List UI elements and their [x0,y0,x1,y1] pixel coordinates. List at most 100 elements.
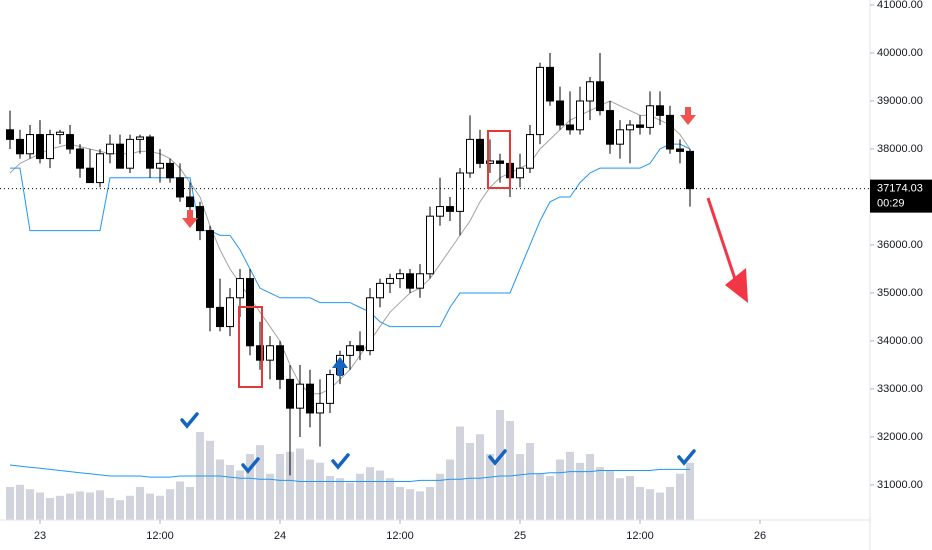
volume-bar [536,473,544,520]
candle-body [126,138,134,169]
volume-bar [176,481,184,520]
y-tick-label: 33000.00 [877,383,923,395]
volume-bar [436,473,444,520]
volume-bar [576,462,584,520]
volume-bar [306,459,314,520]
volume-bar [456,426,464,520]
candle-body [296,383,304,409]
volume-bar [516,454,524,520]
candle-body [446,206,454,212]
x-tick-label: 23 [34,530,46,542]
down-arrow [182,210,198,228]
volume-bar [146,493,154,520]
x-tick-label: 12:00 [626,530,654,542]
candle-body [216,306,224,328]
volume-bar [656,492,664,520]
candle-body [6,129,14,140]
volume-bar [416,491,424,520]
volume-bar [126,495,134,520]
candle-body [56,131,64,136]
trend-arrow-head [725,268,748,303]
candle-body [226,297,234,328]
price-pane [0,52,870,476]
volume-bar [226,465,234,520]
x-tick-label: 12:00 [146,530,174,542]
checkmarks [180,412,696,474]
candle-body [306,383,314,414]
volume-bar [16,484,24,520]
candle-body [406,273,414,289]
volume-bar [566,451,574,520]
candle-body [76,148,84,169]
volume-bar [506,421,514,520]
checkmark [331,453,350,470]
candle-body [686,150,694,190]
volume-bar [346,482,354,520]
volume-bar [636,487,644,520]
volume-bar [96,490,104,520]
axes: 31000.00 32000.00 33000.00 34000.00 35000.00… [34,0,932,542]
candle-body [356,345,364,352]
candle-body [276,345,284,380]
up-arrow [332,357,348,376]
volume-bar [116,500,124,520]
candle-body [206,230,214,308]
volume-bar [446,459,454,520]
candle-body [416,273,424,289]
volume-bar [136,487,144,520]
candle-body [66,134,74,150]
y-tick-label: 40000.00 [877,47,923,59]
volume-bar [246,454,254,520]
last-price-label: 37174.03 [877,183,923,195]
candle-body [176,177,184,198]
volume-bar [56,495,64,520]
volume-bar [256,445,264,520]
volume-bar [376,470,384,520]
volume-bar [556,459,564,520]
candle-body [566,124,574,131]
volume-bar [66,493,74,520]
volume-bar [266,473,274,520]
volume-bar [646,489,654,520]
candle-body [396,273,404,280]
x-tick-label: 26 [754,530,766,542]
candle-body [36,134,44,160]
candle-body [596,81,604,112]
volume-bar [106,498,114,520]
volume-bar [666,487,674,520]
volume-bar [546,476,554,520]
y-tick-label: 34000.00 [877,335,923,347]
candle-body [516,167,524,179]
volume-bar [356,473,364,520]
candle-body [586,81,594,102]
candle-body [196,206,204,232]
volume-bar [486,454,494,520]
candle-body [476,138,484,164]
candle-body [576,100,584,131]
candle-body [616,129,624,145]
candle-body [316,402,324,414]
volume-bar [276,454,284,520]
annotations [180,107,748,474]
candle-body [666,114,674,150]
y-tick-label: 36000.00 [877,239,923,251]
volume-bar [466,443,474,520]
candle-body [256,345,264,361]
checkmark [488,449,507,466]
volume-bar [386,478,394,520]
volume-bar [396,487,404,520]
candle-body [116,143,124,169]
volume-bar [36,492,44,520]
volume-bar [606,470,614,520]
volume-bar [286,451,294,520]
highlight-box [238,306,263,388]
volume-bar [166,489,174,520]
candle-body [26,134,34,155]
candle-body [136,136,144,140]
volume-bar [336,478,344,520]
y-tick-label: 38000.00 [877,143,923,155]
volume-bar [216,459,224,520]
candle-body [436,206,444,217]
candle-body [16,138,24,155]
